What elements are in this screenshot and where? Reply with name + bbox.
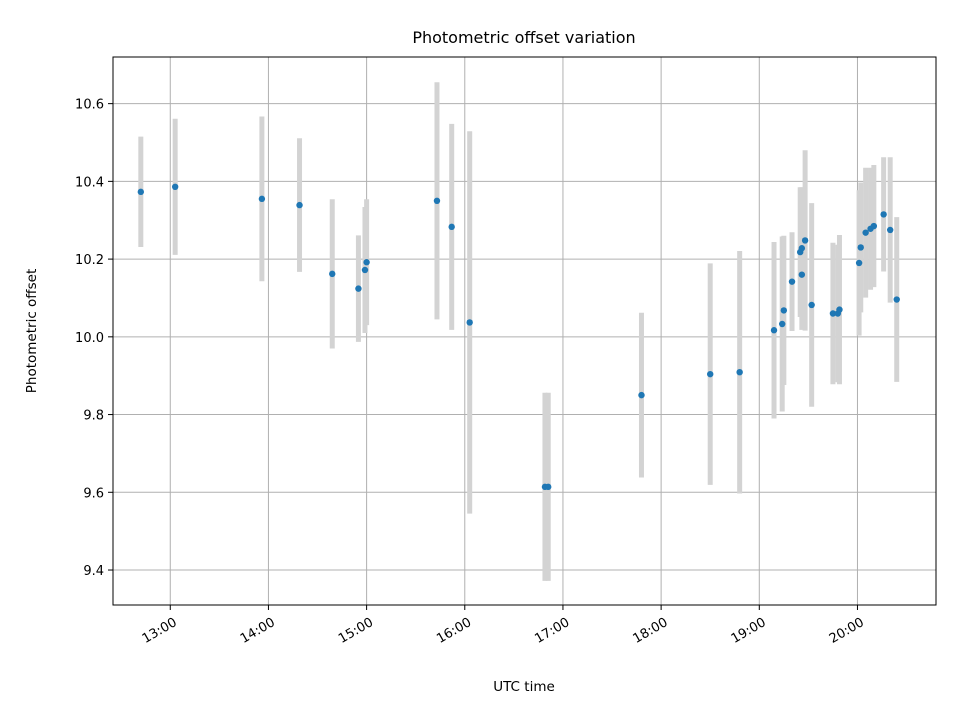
data-point	[778, 320, 786, 328]
y-tick-label: 10.2	[75, 253, 104, 268]
data-point	[137, 188, 145, 196]
data-point	[448, 223, 455, 231]
y-axis-label: Photometric offset	[24, 269, 40, 393]
data-point	[798, 271, 806, 278]
data-point	[545, 483, 552, 491]
y-tick-label: 9.6	[83, 486, 104, 501]
data-point	[855, 259, 863, 267]
chart-title: Photometric offset variation	[412, 28, 635, 47]
data-point	[829, 310, 837, 317]
data-point	[836, 306, 843, 313]
y-tick-label: 9.8	[83, 409, 104, 424]
data-point	[258, 195, 266, 203]
data-point	[466, 319, 473, 326]
y-tick-label: 9.4	[83, 564, 104, 579]
y-tick-label: 10.6	[75, 98, 104, 113]
y-tick-label: 10.4	[75, 175, 104, 190]
data-point	[801, 237, 809, 244]
data-point	[363, 259, 370, 266]
plot-frame	[112, 56, 937, 606]
data-point	[171, 183, 179, 191]
data-point	[433, 197, 441, 205]
data-point	[788, 278, 796, 285]
data-point	[638, 391, 645, 399]
data-point	[880, 211, 887, 218]
data-point	[857, 244, 864, 251]
y-tick-label: 10.0	[75, 331, 104, 346]
data-point	[329, 270, 336, 278]
data-point	[296, 201, 303, 209]
data-point	[886, 226, 894, 234]
data-point	[893, 296, 900, 303]
x-axis-label: UTC time	[493, 679, 555, 695]
data-point	[736, 368, 743, 376]
data-point	[808, 301, 815, 309]
data-point	[780, 307, 788, 314]
data-point	[770, 327, 778, 334]
data-points	[137, 183, 900, 491]
data-point	[798, 245, 806, 252]
data-point	[870, 222, 878, 230]
data-point	[361, 266, 369, 274]
data-point	[355, 285, 362, 292]
data-point	[707, 370, 714, 378]
data-point	[862, 229, 869, 236]
